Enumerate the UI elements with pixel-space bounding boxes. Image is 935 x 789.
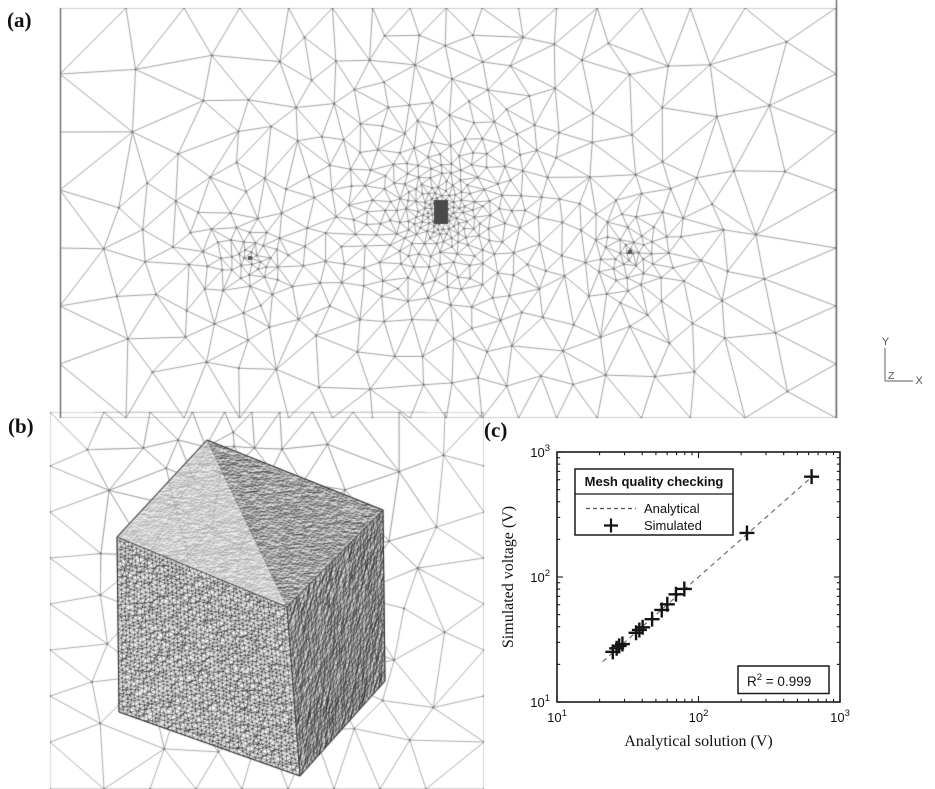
plus-marker <box>739 525 755 541</box>
tick-label: 101 <box>530 693 550 710</box>
plus-marker <box>659 596 675 612</box>
legend: Mesh quality checking Analytical Simulated <box>574 468 734 536</box>
axis-triad-y-label: Y <box>882 336 890 348</box>
tick-label: 103 <box>530 443 550 460</box>
plus-marker <box>614 636 630 652</box>
panel-b-label: (b) <box>8 414 34 438</box>
plus-marker <box>676 581 692 597</box>
plus-marker <box>804 469 820 485</box>
panel-b-mesh-canvas <box>0 400 500 789</box>
tick-label: 102 <box>530 568 550 585</box>
tick-labels: 101 102 103 101 102 103 <box>530 443 850 725</box>
legend-item-simulated: Simulated <box>644 518 702 533</box>
legend-box <box>574 468 734 536</box>
axis-triad-x-label: X <box>916 375 924 387</box>
panel-a-label: (a) <box>7 8 32 32</box>
r2-text: R2 = 0.999 <box>747 672 811 689</box>
validation-chart: 101 102 103 101 102 103 Mesh quality checking A… <box>500 443 850 750</box>
legend-plus-sample <box>604 518 618 533</box>
y-axis-label: Simulated voltage (V) <box>500 506 517 648</box>
plus-marker <box>631 622 647 638</box>
r2-annotation: R2 = 0.999 <box>737 665 830 695</box>
tick-label: 103 <box>830 708 850 725</box>
plus-marker <box>668 586 684 602</box>
plus-marker <box>635 619 651 635</box>
x-axis-label: Analytical solution (V) <box>624 733 772 750</box>
panel-a-mesh-canvas <box>0 0 935 425</box>
legend-title: Mesh quality checking <box>585 474 724 489</box>
tick-label: 102 <box>689 708 709 725</box>
axis-triad: Y X Z <box>882 336 924 387</box>
r2-box <box>737 665 830 695</box>
plus-marker <box>644 611 660 627</box>
plus-marker <box>611 638 627 654</box>
axis-triad-z-label: Z <box>888 370 895 382</box>
simulated-markers <box>605 469 820 660</box>
legend-item-analytical: Analytical <box>644 501 700 516</box>
panel-c-label: (c) <box>484 418 508 442</box>
tick-label: 101 <box>547 708 567 725</box>
axis-ticks <box>556 451 841 703</box>
